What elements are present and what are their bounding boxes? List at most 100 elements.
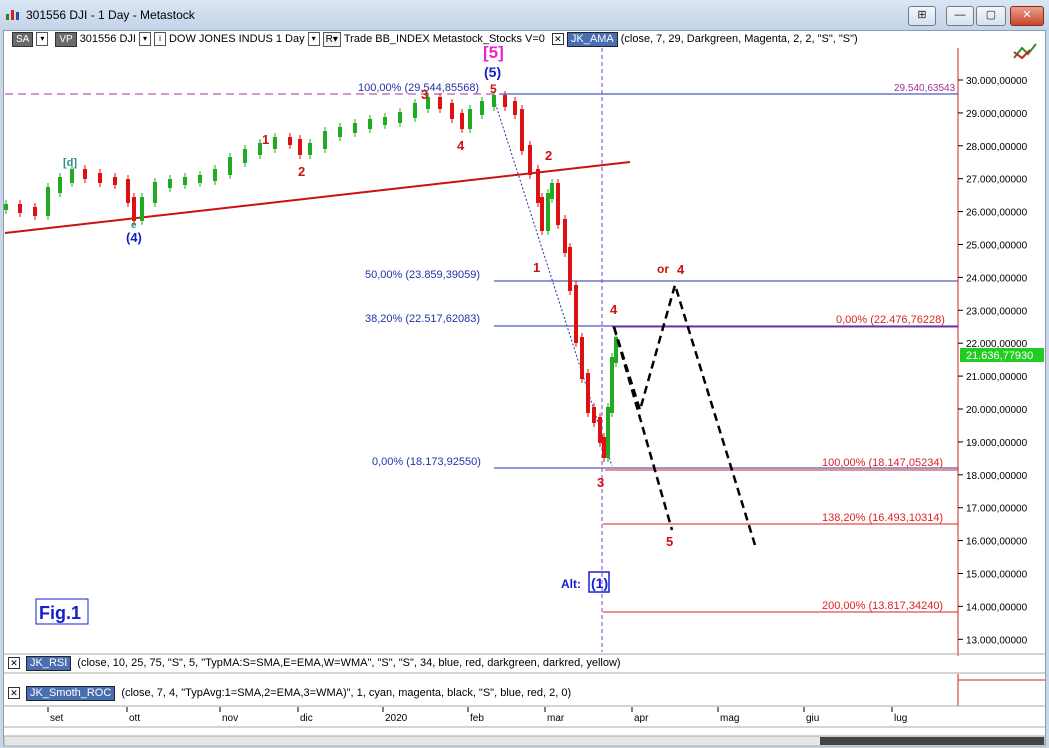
current-price-label: 21.636,77930 — [966, 350, 1033, 362]
price-tick-label: 27.000,00000 — [966, 175, 1028, 186]
candle-body — [438, 97, 442, 109]
candle-body — [198, 175, 202, 183]
candle-body — [574, 285, 578, 343]
wave-label-red-4: 4 — [610, 302, 618, 317]
wave-label-e: e — [131, 220, 137, 231]
price-tick-label: 28.000,00000 — [966, 142, 1028, 153]
candle-body — [168, 179, 172, 188]
info-icon[interactable]: i — [153, 32, 166, 46]
wave-label-d: [d] — [63, 157, 77, 169]
candle-body — [546, 193, 550, 231]
time-axis-label: giu — [806, 713, 819, 724]
candle-body — [460, 113, 464, 129]
sa-dropdown-icon[interactable]: ▾ — [36, 32, 49, 46]
scrollbar-thumb[interactable] — [820, 737, 1044, 745]
remove-indicator-icon[interactable]: ✕ — [551, 33, 564, 45]
time-axis-label: set — [50, 713, 64, 724]
indicator-params-label: (close, 7, 29, Darkgreen, Magenta, 2, 2,… — [620, 33, 858, 45]
wave-label-or-4: 4 — [677, 262, 685, 277]
wave-label-4-paren: (4) — [126, 230, 142, 245]
wave-label-2: 2 — [298, 164, 305, 179]
close-button[interactable]: ✕ — [1010, 6, 1044, 26]
price-tick-label: 20.000,00000 — [966, 405, 1028, 416]
candle-body — [492, 95, 496, 107]
chart-tools-icon[interactable] — [1012, 40, 1038, 62]
candle-body — [113, 177, 117, 185]
time-axis-label: dic — [300, 713, 313, 724]
candle-body — [338, 127, 342, 137]
horizontal-scrollbar[interactable] — [3, 735, 1046, 747]
candle-body — [602, 437, 606, 458]
rsi-indicator-params: (close, 10, 25, 75, "S", 5, "TypMA:S=SMA… — [77, 657, 621, 669]
candle-body — [468, 109, 472, 129]
candle-body — [153, 182, 157, 203]
symbol-dropdown-icon[interactable]: ▾ — [138, 32, 151, 46]
r-button[interactable]: R▾ — [322, 31, 341, 47]
candle-body — [383, 117, 387, 125]
candle-body — [550, 183, 554, 199]
fib-382-label: 38,20% (22.517,62083) — [365, 313, 480, 325]
candle-body — [528, 145, 532, 175]
candle-body — [83, 169, 87, 179]
rsi-indicator-name[interactable]: JK_RSI — [26, 655, 72, 671]
maximize-button[interactable]: ▢ — [976, 6, 1006, 26]
wave-label-1: 1 — [262, 132, 269, 147]
candle-body — [450, 103, 454, 119]
candle-body — [540, 197, 544, 231]
candle-body — [480, 101, 484, 115]
projection-0-label: 0,00% (22.476,76228) — [836, 314, 945, 326]
roc-indicator-name[interactable]: JK_Smoth_ROC — [26, 685, 116, 701]
alt-1-label: (1) — [591, 575, 608, 591]
symbol-label: 301556 DJI — [79, 33, 136, 45]
candle-body — [228, 157, 232, 175]
remove-rsi-icon[interactable]: ✕ — [8, 657, 20, 669]
period-dropdown-icon[interactable]: ▾ — [307, 32, 320, 46]
trade-params-label: Trade BB_INDEX Metastock_Stocks V=0 — [343, 33, 545, 45]
candle-body — [606, 407, 610, 458]
price-tick-label: 18.000,00000 — [966, 471, 1028, 482]
candle-body — [563, 219, 567, 253]
candle-body — [273, 137, 277, 149]
time-axis-label: feb — [470, 713, 484, 724]
wave-label-or: or — [657, 262, 669, 276]
chart-toolbar: SA ▾ VP 301556 DJI ▾ i DOW JONES INDUS 1… — [12, 30, 858, 48]
roc-indicator-bar: ✕ JK_Smoth_ROC (close, 7, 4, "TypAvg:1=S… — [8, 685, 571, 701]
candle-body — [46, 187, 50, 216]
fib-top-right-label: 29.540,63543 — [894, 83, 956, 94]
metastock-app-icon — [6, 10, 19, 20]
candle-body — [614, 337, 618, 363]
candle-body — [258, 143, 262, 155]
vp-button[interactable]: VP — [55, 31, 77, 47]
price-tick-label: 14.000,00000 — [966, 602, 1028, 613]
price-tick-label: 23.000,00000 — [966, 306, 1028, 317]
rsi-indicator-bar: ✕ JK_RSI (close, 10, 25, 75, "S", 5, "Ty… — [8, 655, 621, 671]
candle-body — [243, 149, 247, 163]
candle-body — [513, 101, 517, 115]
restore-layout-button[interactable]: ⊞ — [908, 6, 936, 26]
remove-roc-icon[interactable]: ✕ — [8, 687, 20, 699]
minimize-button[interactable]: — — [946, 6, 974, 26]
wave-label-red-1: 1 — [533, 260, 540, 275]
sa-button[interactable]: SA — [12, 31, 34, 47]
time-axis: set ott nov dic 2020 feb mar apr mag giu lug — [47, 707, 907, 724]
candle-body — [298, 139, 302, 155]
candle-body — [33, 207, 37, 216]
alt-1-frame — [588, 571, 610, 593]
projection-200-label: 200,00% (13.817,34240) — [822, 600, 943, 612]
price-tick-label: 24.000,00000 — [966, 273, 1028, 284]
wave-label-big5: [5] — [483, 43, 504, 62]
candle-body — [503, 95, 507, 107]
window-titlebar: 301556 DJI - 1 Day - Metastock ⊞ — ▢ ✕ — [0, 0, 1049, 30]
candle-body — [426, 97, 430, 109]
projection-path-5 — [612, 326, 674, 531]
price-tick-label: 19.000,00000 — [966, 438, 1028, 449]
time-axis-label: lug — [894, 713, 907, 724]
candle-body — [368, 119, 372, 129]
candle-body — [536, 169, 540, 203]
price-tick-label: 16.000,00000 — [966, 537, 1028, 548]
projection-1382-label: 138,20% (16.493,10314) — [822, 512, 943, 524]
wave-label-5: (5) — [484, 64, 501, 80]
wave-label-4: 4 — [457, 138, 465, 153]
price-tick-label: 21.000,00000 — [966, 372, 1028, 383]
indicator-name-button[interactable]: JK_AMA — [566, 31, 618, 47]
